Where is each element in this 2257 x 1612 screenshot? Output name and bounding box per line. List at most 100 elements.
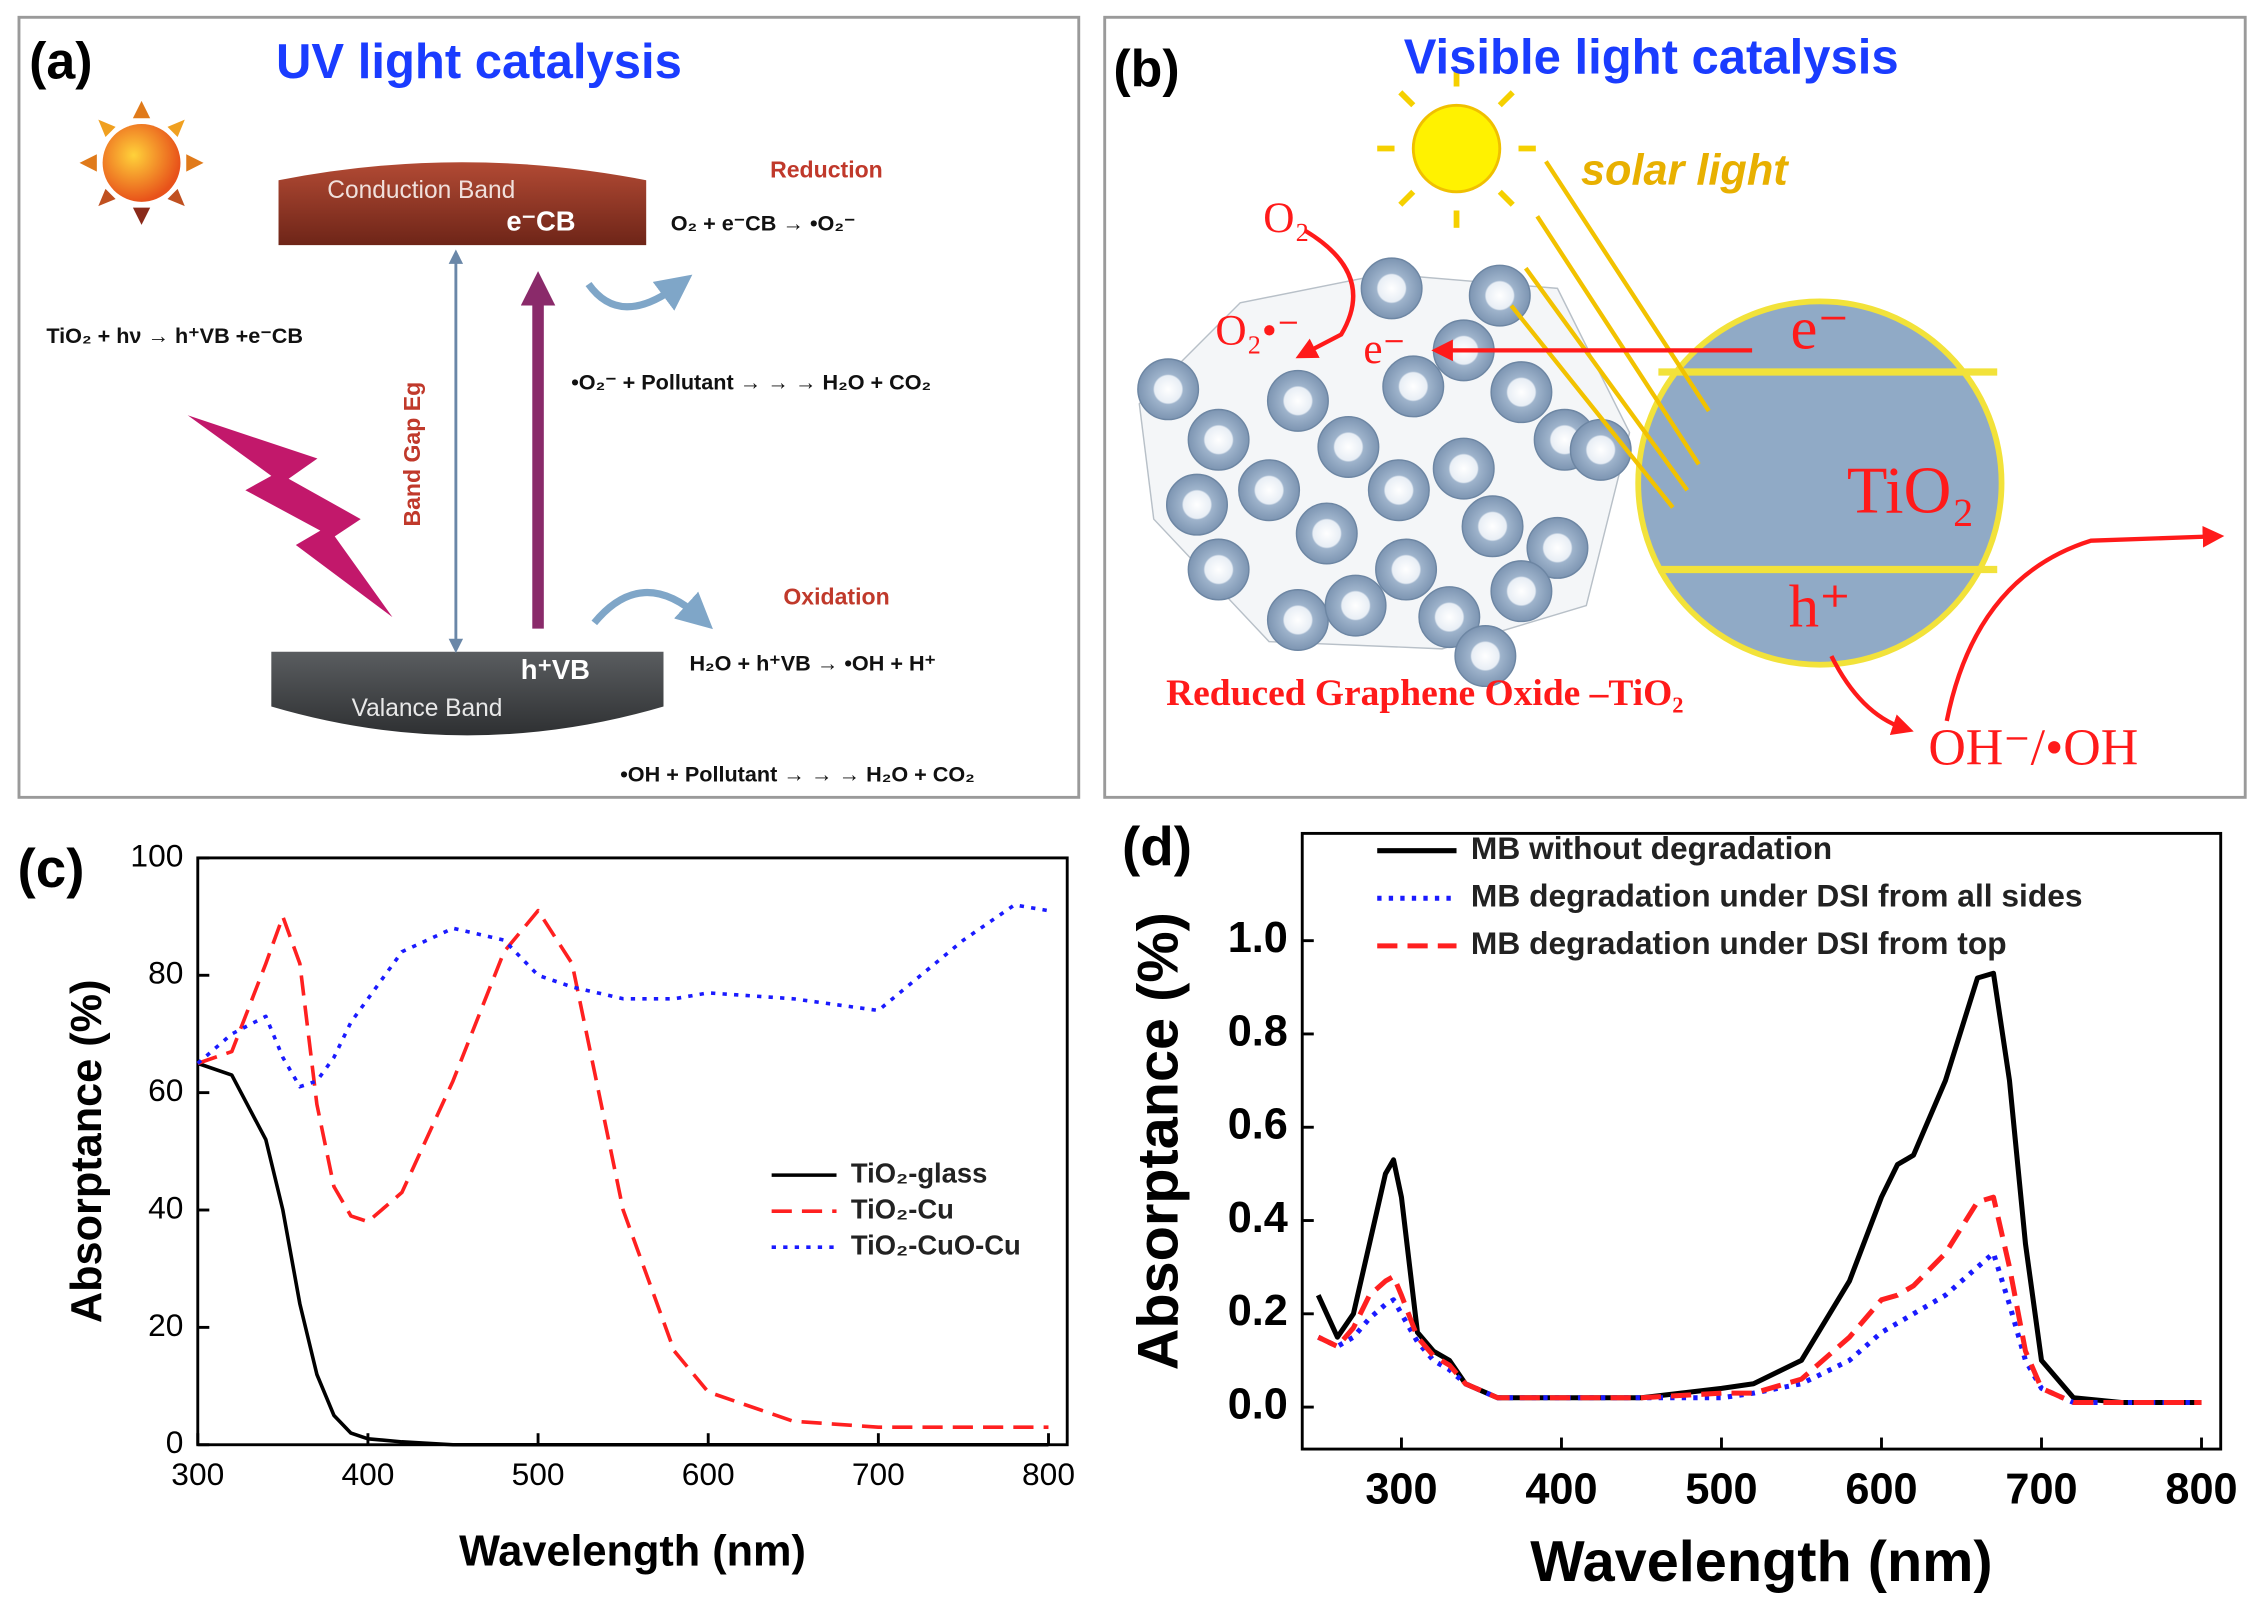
y-tick-label: 1.0 (1228, 914, 1288, 962)
plot-frame (196, 856, 1069, 1447)
graphene-sphere (1187, 408, 1250, 471)
x-tick-label: 500 (512, 1456, 565, 1492)
panel-label: (a) (29, 32, 92, 90)
graphene-sphere (1317, 415, 1380, 478)
legend-label: TiO₂-Cu (851, 1193, 954, 1224)
graphene-sphere (1360, 257, 1423, 320)
panel-label: (d) (1122, 815, 1192, 877)
graphene-sphere (1367, 459, 1430, 522)
process-label: Oxidation (783, 583, 889, 609)
y-tick-label: 0.6 (1228, 1101, 1288, 1149)
panel-label: (c) (18, 837, 85, 899)
band-label: Valance Band (352, 695, 503, 722)
x-axis-title: Wavelength (nm) (1530, 1530, 1992, 1594)
graphene-sphere (1569, 418, 1632, 481)
panel-label: (b) (1113, 39, 1179, 97)
x-tick-label: 600 (682, 1456, 735, 1492)
equation: •O₂⁻ + Pollutant → → → H₂O + CO₂ (571, 369, 931, 394)
equation: TiO₂ + hν → h⁺VB +e⁻CB (46, 323, 303, 348)
graphene-sphere (1490, 560, 1553, 623)
graphene-sphere (1324, 574, 1387, 637)
y-tick-label: 40 (148, 1189, 183, 1225)
conduction-band (278, 162, 647, 246)
legend-label: MB degradation under DSI from top (1471, 925, 2007, 961)
graphene-sphere (1266, 369, 1329, 432)
graphene-sphere (1454, 625, 1517, 688)
panel-title: Visible light catalysis (1404, 31, 1899, 85)
graphene-sphere (1137, 358, 1200, 421)
panel-b: (b) Visible light catalysis solar light … (1103, 15, 2247, 799)
particle-label: TiO₂ (1847, 455, 1975, 528)
tio2-particle (1635, 298, 2005, 668)
lightning (187, 415, 393, 618)
y-tick-label: 0.4 (1228, 1194, 1288, 1242)
series-line (1317, 1194, 2202, 1406)
sun-icon (79, 100, 204, 225)
x-tick-label: 700 (2005, 1466, 2077, 1514)
oxidation-arrow (591, 589, 713, 630)
species-label: O₂•⁻ (1215, 306, 1299, 354)
x-tick-label: 700 (852, 1456, 905, 1492)
release-arrow (1944, 525, 2225, 722)
panel-a: (a) UV light catalysis Conduction Band e… (17, 15, 1081, 799)
chart: 300 400 500 600 700 800 0 20 40 60 80 100 TiO₂-glass… (18, 837, 1075, 1576)
y-tick-label: 0.2 (1228, 1287, 1288, 1335)
y-tick-label: 100 (130, 837, 183, 873)
series-line (1317, 1250, 2202, 1406)
x-tick-label: 400 (341, 1456, 394, 1492)
valence-band (271, 651, 664, 736)
graphene-sphere (1490, 361, 1553, 424)
equation: O₂ + e⁻CB → •O₂⁻ (671, 211, 856, 236)
x-tick-label: 300 (1365, 1466, 1437, 1514)
y-axis-title: Absorptance (%) (1127, 912, 1191, 1370)
graphene-sphere (1418, 586, 1481, 649)
series-line (196, 903, 1049, 1089)
species-label: O₂ (1263, 194, 1309, 242)
x-tick-label: 400 (1525, 1466, 1597, 1514)
y-tick-label: 0.8 (1228, 1007, 1288, 1055)
equation: •OH + Pollutant → → → H₂O + CO₂ (620, 761, 975, 786)
charts: 300 400 500 600 700 800 0 20 40 60 80 100 TiO₂-glass… (18, 815, 2238, 1594)
y-tick-label: 0 (166, 1424, 184, 1460)
y-tick-label: 0.0 (1228, 1381, 1288, 1429)
x-tick-label: 300 (171, 1456, 224, 1492)
graphene-sphere (1461, 495, 1524, 558)
graphene-sphere (1295, 502, 1358, 565)
y-tick-label: 80 (148, 955, 183, 991)
graphene-sphere (1187, 538, 1250, 601)
caption: Reduced Graphene Oxide –TiO₂ (1166, 673, 1683, 714)
x-tick-label: 800 (2165, 1466, 2237, 1514)
electron-label: e⁻ (1790, 295, 1849, 362)
graphene-sphere (1266, 589, 1329, 651)
series-line (1315, 970, 2202, 1406)
x-tick-label: 500 (1685, 1466, 1757, 1514)
graphene-sphere (1382, 355, 1445, 418)
y-tick-label: 60 (148, 1072, 183, 1108)
oxidation-arrow (1829, 655, 1914, 735)
plot-frame (1300, 831, 2223, 1451)
legend-label: TiO₂-glass (851, 1157, 987, 1188)
sun-icon (1377, 69, 1536, 228)
series-line (197, 1061, 1049, 1447)
chart: 300 400 500 600 700 800 0.0 0.2 0.4 0.6 0.8 1.0 MB w… (1122, 815, 2238, 1594)
electron-label: e⁻CB (506, 206, 575, 237)
graphene-sphere (1238, 459, 1301, 522)
graphene-sphere (1432, 437, 1495, 500)
graphene-sphere (1165, 473, 1228, 536)
x-tick-label: 800 (1022, 1456, 1075, 1492)
electron-label: e⁻ (1363, 325, 1405, 373)
x-tick-label: 600 (1845, 1466, 1917, 1514)
species-label: OH⁻/•OH (1928, 720, 2138, 777)
legend-label: TiO₂-CuO-Cu (851, 1229, 1021, 1260)
y-axis-title: Absorptance (%) (63, 980, 111, 1324)
reduction-arrow (1295, 228, 1356, 359)
legend-label: MB without degradation (1471, 830, 1832, 866)
hole-label: h⁺VB (521, 654, 590, 685)
graphene-sphere (1375, 538, 1438, 601)
panel-title: UV light catalysis (276, 35, 682, 89)
hole-label: h⁺ (1789, 574, 1851, 641)
process-label: Reduction (770, 157, 883, 183)
legend-label: MB degradation under DSI from all sides (1471, 878, 2083, 914)
